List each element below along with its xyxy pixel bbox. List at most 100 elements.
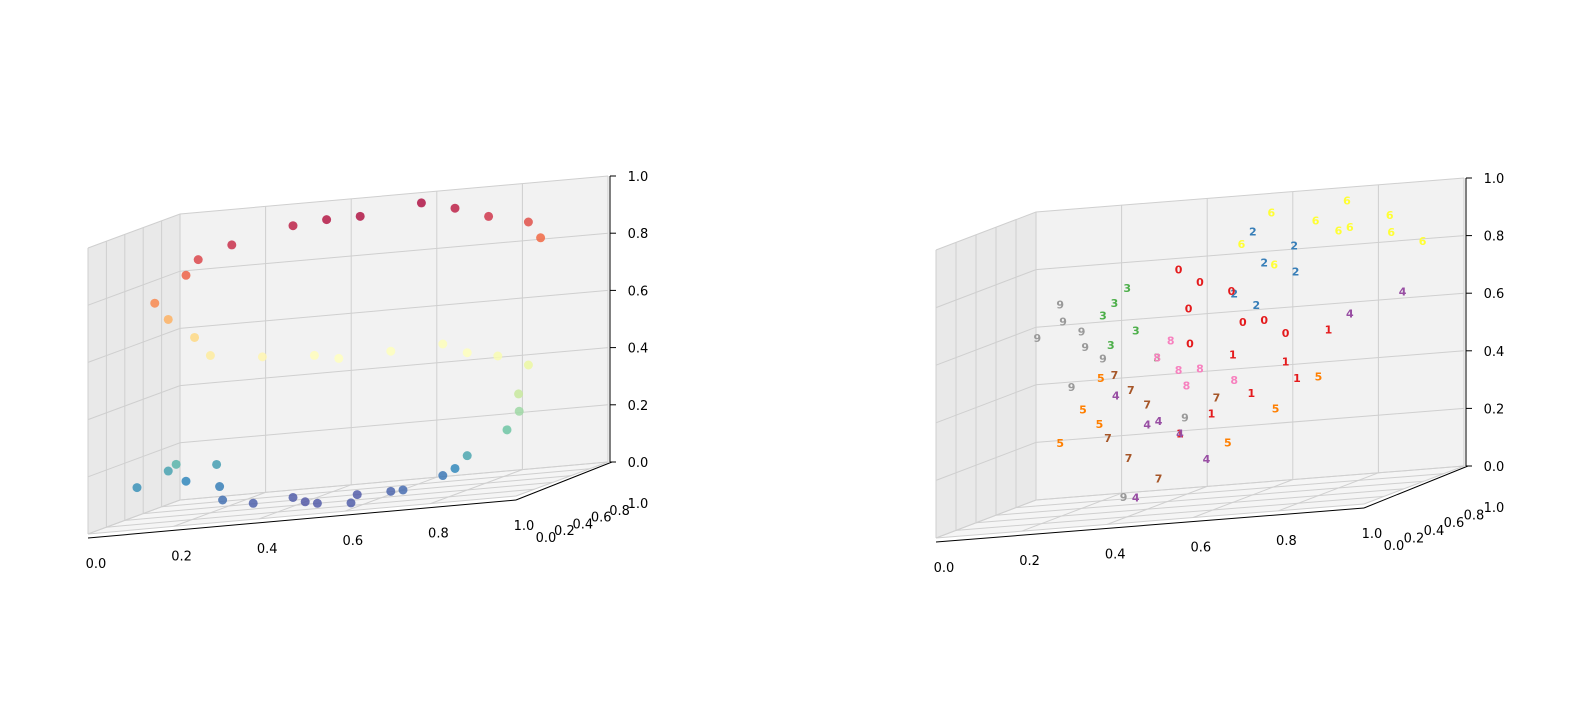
left-gridline-y [161, 468, 590, 508]
digit-point-2: 2 [1260, 257, 1268, 270]
scurve-point [205, 351, 215, 360]
digit-point-4: 4 [1155, 415, 1163, 428]
left-z-tick-label: 1.0 [628, 170, 649, 185]
right-y-axis [1363, 465, 1469, 509]
digit-point-1: 1 [1176, 428, 1184, 441]
right-gridline-y [1035, 465, 1465, 501]
right-z-tick-label: 0.4 [1484, 345, 1505, 360]
digit-point-6: 6 [1238, 238, 1246, 251]
left-x-axis [87, 499, 517, 539]
digit-point-9: 9 [1068, 381, 1076, 394]
right-x-tick-label: 0.6 [1190, 541, 1211, 556]
right-gridline-y [935, 503, 1365, 539]
scurve-point [163, 314, 173, 324]
digit-point-2: 2 [1253, 299, 1261, 312]
digit-point-5: 5 [1315, 370, 1323, 383]
digit-point-6: 6 [1346, 221, 1354, 234]
digit-point-9: 9 [1181, 411, 1189, 424]
left-back-pane [180, 176, 608, 500]
digit-point-4: 4 [1176, 428, 1184, 441]
digit-point-3: 3 [1132, 324, 1140, 337]
scurve-point [227, 240, 237, 250]
digit-point-6: 6 [1419, 235, 1427, 248]
right-z-tick-label: 0.6 [1484, 287, 1505, 302]
left-x-tick-label: 0.6 [342, 534, 363, 549]
digit-point-7: 7 [1127, 384, 1135, 397]
scurve-point [462, 451, 472, 461]
digit-point-5: 5 [1096, 418, 1104, 431]
scurve-point [312, 498, 322, 508]
digit-point-9: 9 [1078, 326, 1086, 339]
digit-point-0: 0 [1228, 285, 1236, 298]
scurve-point [150, 298, 160, 308]
digit-point-4: 4 [1132, 492, 1140, 505]
right-floor-pane [936, 466, 1464, 538]
right-gridlines [935, 177, 1465, 539]
right-gridline-y [955, 495, 1385, 531]
left-z-tick-label: 0.4 [628, 342, 649, 357]
scurve-point [309, 350, 319, 360]
digit-point-1: 1 [1282, 356, 1290, 369]
digit-point-9: 9 [1059, 316, 1067, 329]
digit-point-0: 0 [1185, 303, 1193, 316]
right-x-tick-label: 0.0 [934, 561, 955, 576]
digit-point-8: 8 [1175, 364, 1183, 377]
scurve-point [132, 483, 142, 493]
left-y-tick-label: 0.0 [536, 531, 557, 546]
left-gridline-y [179, 461, 609, 501]
left-y-tick-label: 1.0 [628, 497, 649, 512]
scurve-point [386, 486, 396, 496]
left-z-tick-label: 0.0 [628, 456, 649, 471]
right-back-pane [1036, 178, 1464, 500]
digit-point-6: 6 [1386, 209, 1394, 222]
right-x-tick-label: 1.0 [1362, 527, 1383, 542]
scurve-point [334, 353, 344, 363]
digit-point-7: 7 [1125, 452, 1133, 465]
digit-point-6: 6 [1268, 207, 1276, 220]
digit-point-9: 9 [1034, 332, 1042, 345]
digit-point-3: 3 [1107, 339, 1115, 352]
scurve-point [355, 211, 365, 221]
digit-point-9: 9 [1081, 341, 1089, 354]
digit-point-2: 2 [1292, 265, 1300, 278]
left-x-tick-label: 0.2 [171, 549, 192, 564]
digit-point-0: 0 [1282, 327, 1290, 340]
left-gridline-y [106, 488, 535, 528]
left-side-pane [88, 214, 180, 534]
scurve-point [462, 348, 472, 358]
scurve-point [438, 471, 448, 481]
left-x-tick-label: 0.4 [257, 542, 278, 557]
scurve-point [288, 492, 298, 502]
digit-point-3: 3 [1099, 310, 1107, 323]
right-y-tick-label: 0.8 [1464, 509, 1485, 524]
scurve-point [215, 482, 225, 492]
digit-point-4: 4 [1203, 453, 1211, 466]
scurve-point [536, 233, 546, 243]
left-y-tick-label: 0.6 [591, 511, 612, 526]
scurve-point [493, 351, 503, 361]
right-z-tick-label: 0.0 [1484, 460, 1505, 475]
right-y-tick-label: 0.6 [1444, 516, 1465, 531]
right-gridline-y [975, 488, 1405, 524]
left-y-tick-label: 0.8 [609, 504, 630, 519]
right-y-tick-label: 1.0 [1484, 501, 1505, 516]
scurve-point [438, 339, 448, 349]
digit-point-4: 4 [1112, 390, 1120, 403]
scurve-point [193, 255, 203, 265]
scurve-point [484, 211, 494, 221]
right-x-axis [935, 507, 1365, 543]
digit-point-3: 3 [1111, 297, 1119, 310]
scurve-point [257, 352, 267, 362]
digit-point-4: 4 [1399, 286, 1407, 299]
digit-point-2: 2 [1249, 226, 1257, 239]
scurve-point [181, 270, 191, 280]
left-y-tick-label: 0.4 [572, 517, 593, 532]
left-x-tick-label: 1.0 [514, 519, 535, 534]
scurve-point [218, 495, 228, 505]
digit-point-8: 8 [1183, 379, 1191, 392]
digit-point-9: 9 [1056, 299, 1064, 312]
scurve-points [132, 198, 546, 508]
right-x-tick-label: 0.8 [1276, 534, 1297, 549]
digit-point-4: 4 [1346, 307, 1354, 320]
